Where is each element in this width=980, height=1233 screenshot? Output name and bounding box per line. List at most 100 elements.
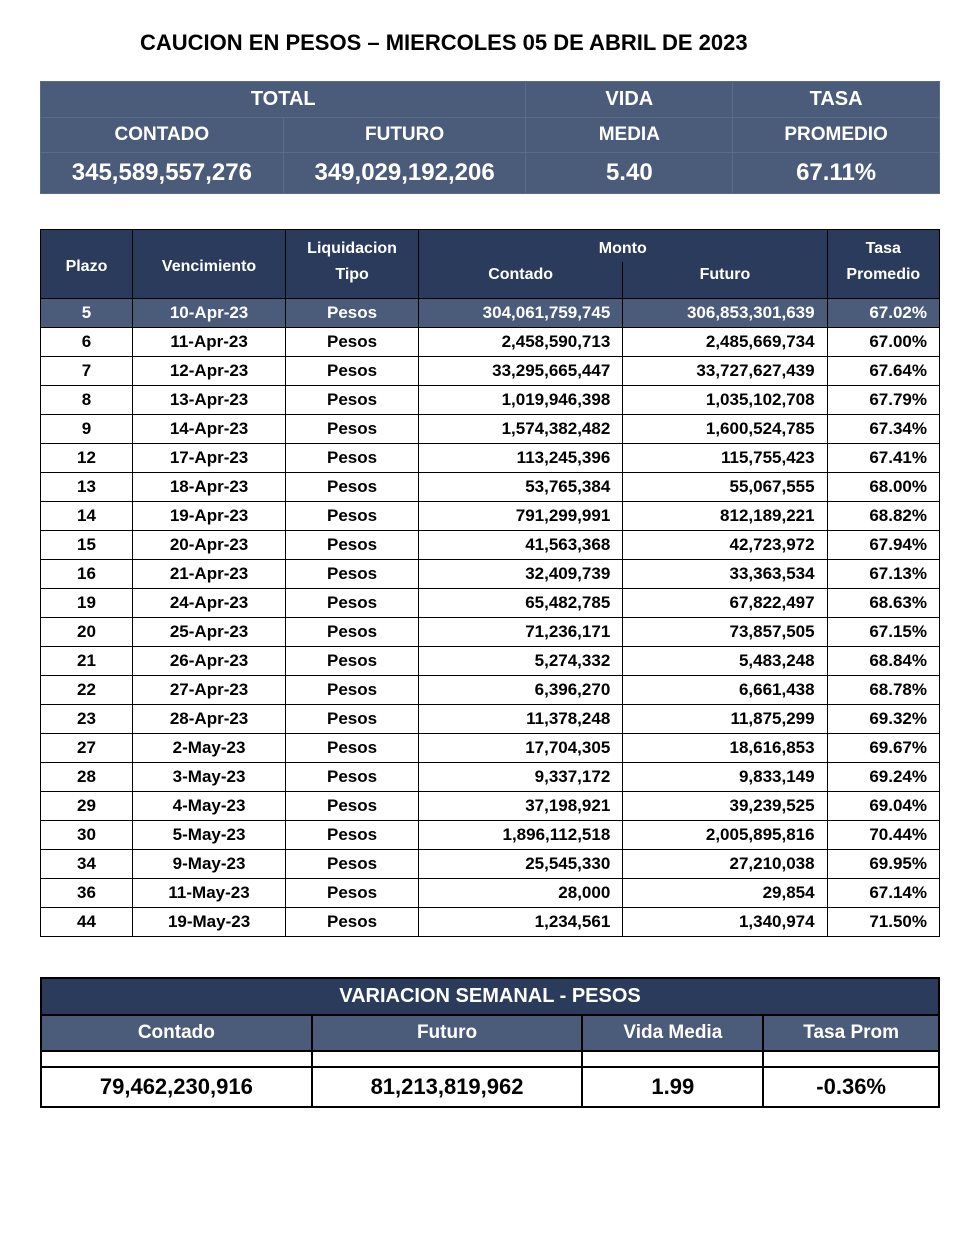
table-row: 611-Apr-23Pesos2,458,590,7132,485,669,73… — [41, 328, 940, 357]
cell-tasa: 67.02% — [827, 299, 939, 328]
cell-tipo: Pesos — [286, 502, 419, 531]
cell-vencimiento: 9-May-23 — [132, 850, 285, 879]
cell-tipo: Pesos — [286, 647, 419, 676]
detail-header-contado: Contado — [418, 262, 622, 299]
cell-contado: 32,409,739 — [418, 560, 622, 589]
summary-promedio-value: 67.11% — [733, 153, 940, 194]
cell-plazo: 23 — [41, 705, 133, 734]
cell-futuro: 33,363,534 — [623, 560, 827, 589]
cell-vencimiento: 25-Apr-23 — [132, 618, 285, 647]
cell-futuro: 1,340,974 — [623, 908, 827, 937]
table-row: 2025-Apr-23Pesos71,236,17173,857,50567.1… — [41, 618, 940, 647]
cell-vencimiento: 18-Apr-23 — [132, 473, 285, 502]
cell-vencimiento: 19-Apr-23 — [132, 502, 285, 531]
cell-contado: 28,000 — [418, 879, 622, 908]
cell-tipo: Pesos — [286, 908, 419, 937]
cell-plazo: 12 — [41, 444, 133, 473]
table-row: 1924-Apr-23Pesos65,482,78567,822,49768.6… — [41, 589, 940, 618]
cell-contado: 791,299,991 — [418, 502, 622, 531]
cell-vencimiento: 4-May-23 — [132, 792, 285, 821]
cell-tasa: 67.13% — [827, 560, 939, 589]
cell-futuro: 27,210,038 — [623, 850, 827, 879]
cell-tipo: Pesos — [286, 879, 419, 908]
cell-futuro: 115,755,423 — [623, 444, 827, 473]
cell-contado: 304,061,759,745 — [418, 299, 622, 328]
cell-tasa: 68.00% — [827, 473, 939, 502]
detail-header-futuro: Futuro — [623, 262, 827, 299]
cell-vencimiento: 20-Apr-23 — [132, 531, 285, 560]
cell-futuro: 812,189,221 — [623, 502, 827, 531]
cell-futuro: 33,727,627,439 — [623, 357, 827, 386]
cell-plazo: 27 — [41, 734, 133, 763]
cell-vencimiento: 11-May-23 — [132, 879, 285, 908]
summary-contado-value: 345,589,557,276 — [41, 153, 284, 194]
cell-vencimiento: 27-Apr-23 — [132, 676, 285, 705]
variation-spacer — [312, 1051, 583, 1067]
variation-table: VARIACION SEMANAL - PESOS Contado Futuro… — [40, 977, 940, 1108]
cell-tipo: Pesos — [286, 850, 419, 879]
cell-vencimiento: 12-Apr-23 — [132, 357, 285, 386]
cell-contado: 41,563,368 — [418, 531, 622, 560]
cell-tasa: 69.67% — [827, 734, 939, 763]
table-row: 1520-Apr-23Pesos41,563,36842,723,97267.9… — [41, 531, 940, 560]
cell-tipo: Pesos — [286, 734, 419, 763]
cell-contado: 1,574,382,482 — [418, 415, 622, 444]
cell-plazo: 8 — [41, 386, 133, 415]
cell-vencimiento: 24-Apr-23 — [132, 589, 285, 618]
cell-plazo: 36 — [41, 879, 133, 908]
table-row: 2126-Apr-23Pesos5,274,3325,483,24868.84% — [41, 647, 940, 676]
page-title: CAUCION EN PESOS – MIERCOLES 05 DE ABRIL… — [140, 30, 940, 56]
variation-spacer — [41, 1051, 312, 1067]
cell-tipo: Pesos — [286, 676, 419, 705]
cell-tasa: 67.64% — [827, 357, 939, 386]
cell-futuro: 11,875,299 — [623, 705, 827, 734]
summary-media-header: MEDIA — [526, 118, 733, 153]
variation-spacer — [763, 1051, 939, 1067]
cell-tasa: 67.00% — [827, 328, 939, 357]
variation-contado-header: Contado — [41, 1015, 312, 1051]
cell-tasa: 67.15% — [827, 618, 939, 647]
cell-tipo: Pesos — [286, 328, 419, 357]
cell-vencimiento: 3-May-23 — [132, 763, 285, 792]
detail-header-tasa: Tasa — [827, 230, 939, 263]
variation-contado-value: 79,462,230,916 — [41, 1067, 312, 1107]
cell-tasa: 67.34% — [827, 415, 939, 444]
table-row: 1217-Apr-23Pesos113,245,396115,755,42367… — [41, 444, 940, 473]
variation-tasa-header: Tasa Prom — [763, 1015, 939, 1051]
cell-plazo: 34 — [41, 850, 133, 879]
table-row: 294-May-23Pesos37,198,92139,239,52569.04… — [41, 792, 940, 821]
detail-table: Plazo Vencimiento Liquidacion Monto Tasa… — [40, 229, 940, 937]
cell-tipo: Pesos — [286, 386, 419, 415]
cell-vencimiento: 13-Apr-23 — [132, 386, 285, 415]
cell-futuro: 2,005,895,816 — [623, 821, 827, 850]
cell-tipo: Pesos — [286, 763, 419, 792]
detail-header-promedio: Promedio — [827, 262, 939, 299]
cell-plazo: 15 — [41, 531, 133, 560]
cell-tasa: 69.32% — [827, 705, 939, 734]
cell-plazo: 13 — [41, 473, 133, 502]
cell-tasa: 69.95% — [827, 850, 939, 879]
cell-futuro: 73,857,505 — [623, 618, 827, 647]
summary-futuro-value: 349,029,192,206 — [283, 153, 526, 194]
table-row: 914-Apr-23Pesos1,574,382,4821,600,524,78… — [41, 415, 940, 444]
table-row: 2328-Apr-23Pesos11,378,24811,875,29969.3… — [41, 705, 940, 734]
table-row: 283-May-23Pesos9,337,1729,833,14969.24% — [41, 763, 940, 792]
variation-tasa-value: -0.36% — [763, 1067, 939, 1107]
cell-contado: 17,704,305 — [418, 734, 622, 763]
cell-futuro: 5,483,248 — [623, 647, 827, 676]
variation-futuro-header: Futuro — [312, 1015, 583, 1051]
detail-header-liquidacion: Liquidacion — [286, 230, 419, 263]
cell-plazo: 16 — [41, 560, 133, 589]
table-row: 4419-May-23Pesos1,234,5611,340,97471.50% — [41, 908, 940, 937]
cell-tipo: Pesos — [286, 792, 419, 821]
cell-tasa: 70.44% — [827, 821, 939, 850]
cell-futuro: 9,833,149 — [623, 763, 827, 792]
summary-media-value: 5.40 — [526, 153, 733, 194]
cell-tasa: 67.14% — [827, 879, 939, 908]
cell-vencimiento: 19-May-23 — [132, 908, 285, 937]
cell-futuro: 29,854 — [623, 879, 827, 908]
table-row: 1419-Apr-23Pesos791,299,991812,189,22168… — [41, 502, 940, 531]
summary-contado-header: CONTADO — [41, 118, 284, 153]
cell-plazo: 7 — [41, 357, 133, 386]
cell-vencimiento: 10-Apr-23 — [132, 299, 285, 328]
